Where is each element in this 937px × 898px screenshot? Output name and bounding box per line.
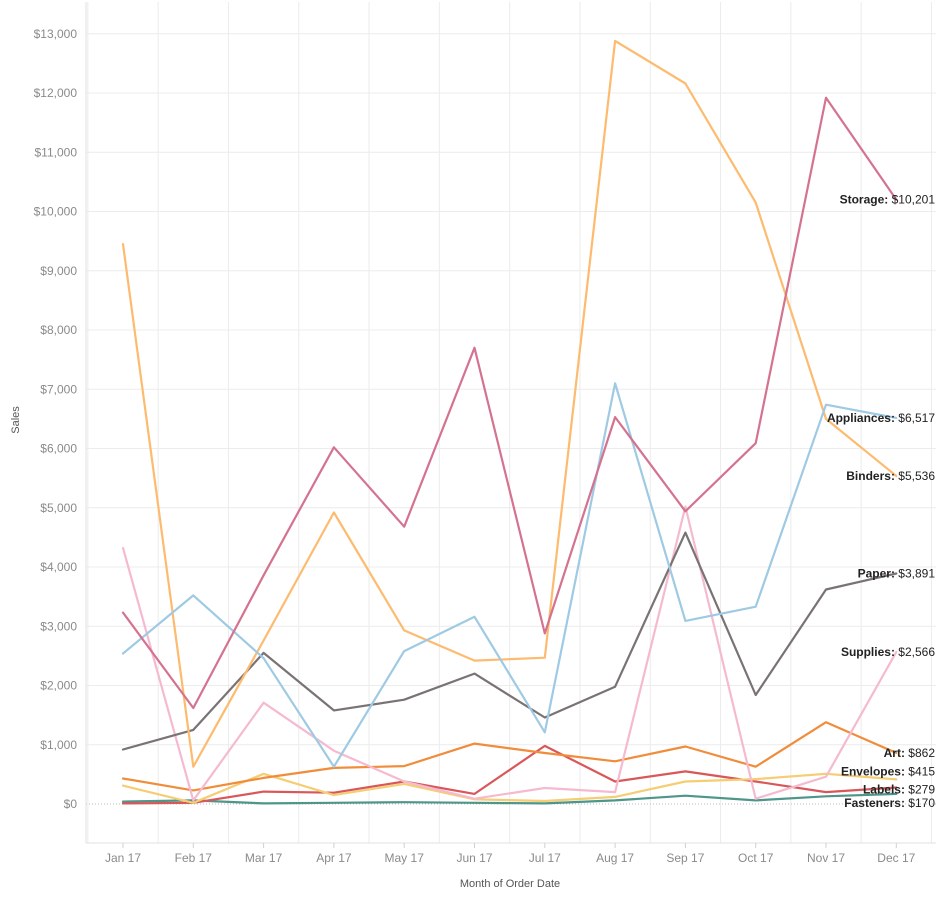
y-tick-label: $8,000 — [40, 323, 77, 337]
end-label-envelopes: Envelopes: $415 — [841, 764, 935, 778]
end-label-labels: Labels: $279 — [863, 782, 935, 796]
y-tick-label: $2,000 — [40, 679, 77, 693]
series-line-binders — [121, 39, 898, 768]
x-tick-label: Feb 17 — [175, 851, 213, 865]
x-tick-label: Nov 17 — [807, 851, 845, 865]
series-line-appliances — [121, 382, 898, 768]
end-label-binders: Binders: $5,536 — [846, 469, 935, 483]
x-axis-title: Month of Order Date — [460, 878, 560, 890]
series-line-labels — [121, 744, 898, 805]
x-tick-label: Mar 17 — [245, 851, 283, 865]
x-tick-label: Sep 17 — [666, 851, 704, 865]
end-label-series-value: $170 — [905, 796, 935, 810]
series-line-envelopes — [121, 772, 898, 804]
end-label-series-name: Appliances: — [827, 411, 895, 425]
y-tick-label: $3,000 — [40, 619, 77, 633]
x-tick-label: Jun 17 — [456, 851, 492, 865]
end-label-series-name: Fasteners: — [844, 796, 905, 810]
end-label-series-value: $6,517 — [895, 411, 935, 425]
y-tick-label: $7,000 — [40, 382, 77, 396]
end-label-appliances: Appliances: $6,517 — [827, 411, 935, 425]
y-axis-title: Sales — [10, 406, 22, 434]
x-tick-label: May 17 — [385, 851, 425, 865]
x-tick-label: Apr 17 — [316, 851, 352, 865]
end-label-series-value: $862 — [905, 746, 935, 760]
y-tick-label: $13,000 — [34, 27, 78, 41]
x-tick-label: Aug 17 — [596, 851, 634, 865]
series-line-storage — [121, 96, 898, 710]
x-tick-label: Jan 17 — [105, 851, 141, 865]
y-tick-label: $1,000 — [40, 738, 77, 752]
y-tick-label: $5,000 — [40, 501, 77, 515]
end-label-series-name: Supplies: — [841, 645, 895, 659]
end-label-series-value: $3,891 — [895, 566, 935, 580]
x-tick-label: Dec 17 — [877, 851, 915, 865]
y-tick-label: $6,000 — [40, 442, 77, 456]
end-label-series-name: Envelopes: — [841, 764, 905, 778]
series-layer — [121, 39, 898, 805]
end-label-series-name: Labels: — [863, 782, 905, 796]
end-label-series-value: $279 — [905, 782, 935, 796]
end-label-supplies: Supplies: $2,566 — [841, 645, 935, 659]
series-line-paper — [121, 531, 898, 751]
y-tick-label: $0 — [64, 797, 78, 811]
end-label-series-value: $5,536 — [895, 469, 935, 483]
y-tick-label: $4,000 — [40, 560, 77, 574]
grid-layer — [86, 2, 936, 843]
end-label-art: Art: $862 — [884, 746, 936, 760]
end-labels-layer: Storage: $10,201 Appliances: $6,517 Binder… — [827, 193, 935, 810]
end-label-series-name: Paper: — [858, 566, 895, 580]
end-label-series-value: $10,201 — [888, 193, 935, 207]
end-label-fasteners: Fasteners: $170 — [844, 796, 935, 810]
end-label-series-name: Binders: — [846, 469, 895, 483]
x-tick-label: Jul 17 — [529, 851, 561, 865]
end-label-series-value: $415 — [905, 764, 935, 778]
series-line-fasteners — [121, 792, 898, 805]
end-label-series-name: Storage: — [840, 193, 889, 207]
y-tick-label: $10,000 — [34, 205, 78, 219]
axes-layer: $0 $1,000 $2,000 $3,000 $4,000 $5,000 $6,000 $7… — [34, 2, 936, 865]
end-label-storage: Storage: $10,201 — [840, 193, 936, 207]
y-tick-label: $9,000 — [40, 264, 77, 278]
x-tick-label: Oct 17 — [738, 851, 774, 865]
y-tick-label: $11,000 — [35, 145, 78, 159]
series-line-supplies — [121, 505, 898, 802]
y-tick-label: $12,000 — [34, 86, 78, 100]
end-label-paper: Paper: $3,891 — [858, 566, 936, 580]
end-label-series-value: $2,566 — [895, 645, 935, 659]
series-line-art — [121, 721, 898, 792]
end-label-series-name: Art: — [884, 746, 905, 760]
